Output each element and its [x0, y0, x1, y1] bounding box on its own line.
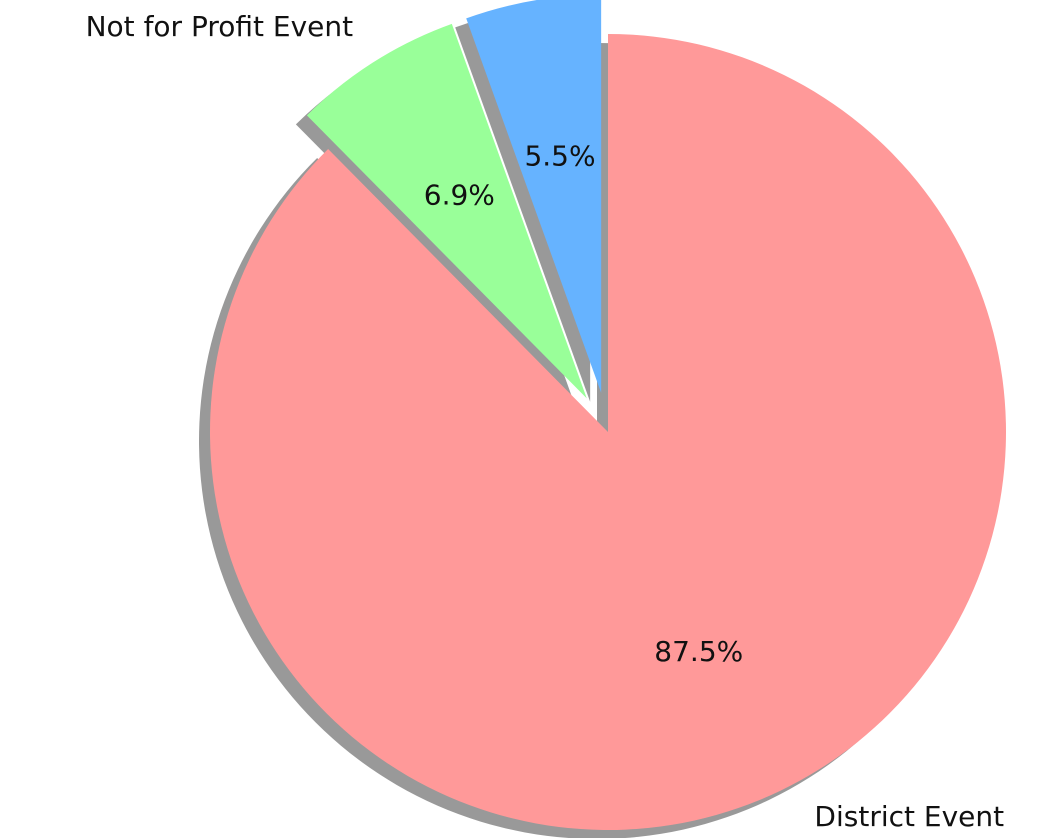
value-label: 6.9%: [424, 178, 495, 211]
category-label: District Event: [814, 800, 1004, 833]
category-label: Not for Profit Event: [86, 10, 354, 43]
wedge: [209, 34, 1006, 831]
wedge: [306, 23, 587, 399]
value-label: 5.5%: [524, 140, 595, 173]
value-label: 87.5%: [654, 635, 743, 668]
wedge: [466, 0, 602, 393]
